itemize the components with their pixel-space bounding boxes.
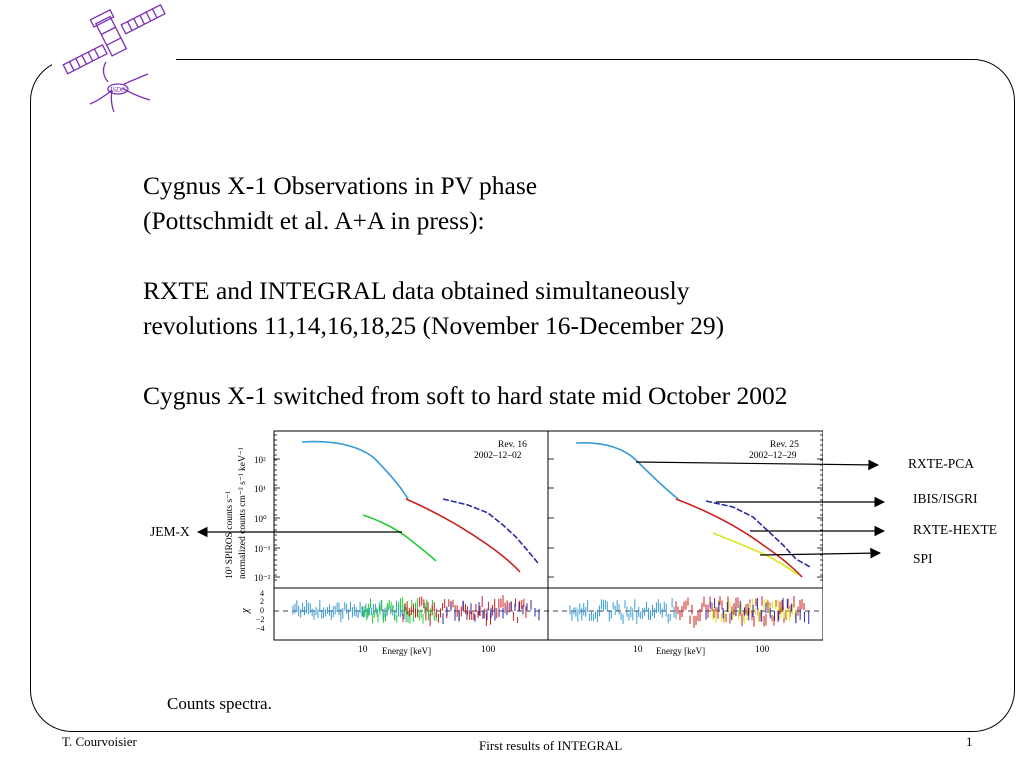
ytick-4: 10⁻²: [254, 573, 271, 583]
ytick-0: 10²: [254, 455, 266, 465]
xtick-100-left: 100: [481, 645, 496, 655]
xtick-100-right: 100: [755, 645, 770, 655]
label-ibis-isgri: IBIS/ISGRI: [913, 491, 978, 506]
xtick-10-right: 10: [633, 645, 643, 655]
pca-curve-2: [575, 442, 679, 500]
rtick-3: −2: [256, 615, 265, 624]
slide-body: Cygnus X-1 Observations in PV phase (Pot…: [143, 168, 787, 413]
body-line-1: Cygnus X-1 Observations in PV phase: [143, 171, 538, 200]
isgri-curve-1: [442, 498, 539, 564]
body-line-5: Cygnus X-1 switched from soft to hard st…: [143, 381, 788, 410]
body-line-4: revolutions 11,14,16,18,25 (November 16-…: [143, 311, 725, 340]
ytick-2: 10⁰: [254, 514, 267, 524]
panel1-date: 2002–12–02: [474, 451, 522, 461]
body-line-2: (Pottschmidt et al. A+A in press):: [143, 206, 485, 235]
isgri-curve-2: [705, 500, 811, 568]
rtick-4: −4: [256, 624, 265, 633]
panel2-residual-frame: [547, 587, 823, 641]
xtick-10-left: 10: [358, 645, 368, 655]
label-jemx: JEM-X: [150, 524, 190, 539]
hexte-curve-2: [675, 498, 803, 578]
logo-text: ISDC: [109, 86, 126, 94]
body-line-3: RXTE and INTEGRAL data obtained simultan…: [143, 276, 690, 305]
slide-frame: [30, 59, 1015, 732]
label-rxte-pca: RXTE-PCA: [908, 456, 975, 471]
pca-curve-1: [301, 440, 409, 500]
rtick-2: 0: [260, 606, 264, 615]
rtick-1: 2: [260, 597, 264, 606]
xlabel-left: Energy [keV]: [382, 646, 431, 656]
figure-caption: Counts spectra.: [167, 694, 272, 713]
footer-author: T. Courvoisier: [62, 734, 137, 749]
ytick-3: 10⁻¹: [254, 544, 271, 554]
panel2-date: 2002–12–29: [749, 451, 797, 461]
page-number: 1: [966, 734, 973, 749]
jemx-curve-1: [362, 514, 437, 562]
footer-title: First results of INTEGRAL: [479, 738, 623, 753]
ytick-1: 10¹: [254, 484, 266, 494]
label-rxte-hexte: RXTE-HEXTE: [913, 522, 997, 537]
label-spi: SPI: [913, 551, 933, 566]
isdc-logo: ISDC: [62, 3, 166, 112]
ylabel: 10³ SPIROS counts s⁻¹: [225, 491, 235, 579]
hexte-curve-1: [405, 498, 521, 573]
panel1-rev: Rev. 16: [498, 440, 527, 450]
panel2-rev: Rev. 25: [770, 440, 799, 450]
residual-label: χ: [239, 607, 251, 614]
rtick-0: 4: [260, 589, 264, 598]
ylabel-2: normalized counts cm⁻² s⁻¹ keV⁻¹: [238, 447, 248, 579]
xlabel-right: Energy [keV]: [656, 646, 705, 656]
spectra-figure: 10³ SPIROS counts s⁻¹ normalized counts …: [225, 430, 823, 656]
